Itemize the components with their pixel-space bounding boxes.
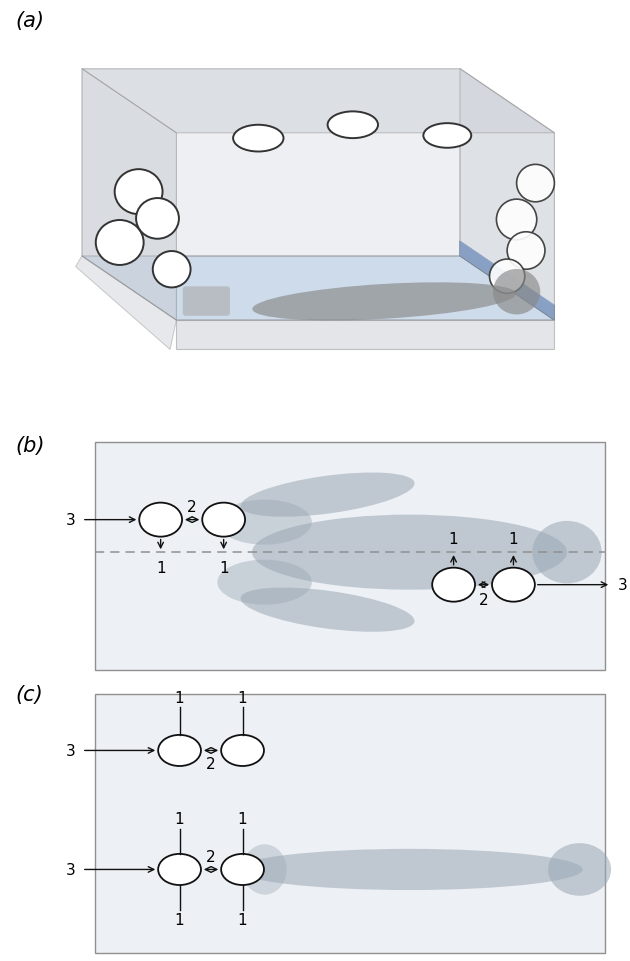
Ellipse shape bbox=[423, 124, 471, 149]
Text: (c): (c) bbox=[16, 684, 43, 704]
Ellipse shape bbox=[136, 199, 179, 239]
Circle shape bbox=[158, 735, 201, 766]
Ellipse shape bbox=[243, 845, 287, 895]
Ellipse shape bbox=[217, 560, 312, 605]
Ellipse shape bbox=[236, 849, 583, 890]
Ellipse shape bbox=[548, 843, 611, 896]
Ellipse shape bbox=[96, 221, 144, 265]
Ellipse shape bbox=[115, 170, 163, 215]
Ellipse shape bbox=[490, 259, 525, 294]
Ellipse shape bbox=[328, 112, 378, 139]
Polygon shape bbox=[460, 69, 554, 321]
Ellipse shape bbox=[241, 473, 415, 517]
Ellipse shape bbox=[233, 126, 284, 153]
Ellipse shape bbox=[507, 233, 545, 270]
Circle shape bbox=[432, 568, 475, 602]
Text: 2: 2 bbox=[206, 756, 216, 771]
FancyBboxPatch shape bbox=[183, 287, 230, 316]
Text: 1: 1 bbox=[238, 690, 248, 705]
Circle shape bbox=[221, 854, 264, 885]
Text: 1: 1 bbox=[156, 560, 166, 575]
Circle shape bbox=[221, 735, 264, 766]
Text: (b): (b) bbox=[16, 435, 45, 456]
Ellipse shape bbox=[532, 522, 602, 584]
Text: 1: 1 bbox=[238, 913, 248, 927]
Ellipse shape bbox=[217, 500, 312, 545]
Polygon shape bbox=[82, 69, 176, 321]
Circle shape bbox=[492, 568, 535, 602]
Ellipse shape bbox=[496, 200, 537, 240]
Text: 1: 1 bbox=[449, 531, 459, 547]
Circle shape bbox=[158, 854, 201, 885]
Text: 2: 2 bbox=[206, 850, 216, 864]
Text: 1: 1 bbox=[175, 690, 185, 705]
Text: 1: 1 bbox=[175, 812, 185, 826]
Polygon shape bbox=[82, 69, 460, 257]
Ellipse shape bbox=[152, 252, 190, 288]
Polygon shape bbox=[76, 257, 176, 350]
FancyBboxPatch shape bbox=[94, 695, 605, 952]
Text: 2: 2 bbox=[479, 592, 488, 607]
Text: 3: 3 bbox=[617, 578, 627, 593]
Polygon shape bbox=[82, 257, 554, 321]
Circle shape bbox=[202, 504, 245, 537]
Text: 1: 1 bbox=[175, 913, 185, 927]
Ellipse shape bbox=[252, 283, 517, 321]
Polygon shape bbox=[82, 69, 554, 134]
Text: 3: 3 bbox=[66, 743, 76, 758]
Text: 1: 1 bbox=[238, 812, 248, 826]
FancyBboxPatch shape bbox=[94, 443, 605, 670]
Ellipse shape bbox=[517, 165, 554, 203]
Text: 1: 1 bbox=[508, 531, 518, 547]
Circle shape bbox=[139, 504, 182, 537]
Polygon shape bbox=[460, 241, 554, 321]
Text: 3: 3 bbox=[66, 862, 76, 877]
Ellipse shape bbox=[252, 515, 567, 590]
Ellipse shape bbox=[241, 588, 415, 632]
Text: (a): (a) bbox=[16, 11, 45, 31]
Polygon shape bbox=[176, 321, 554, 350]
Text: 1: 1 bbox=[219, 560, 229, 575]
Ellipse shape bbox=[493, 270, 541, 315]
Text: 3: 3 bbox=[66, 512, 76, 528]
Text: 2: 2 bbox=[187, 499, 197, 514]
